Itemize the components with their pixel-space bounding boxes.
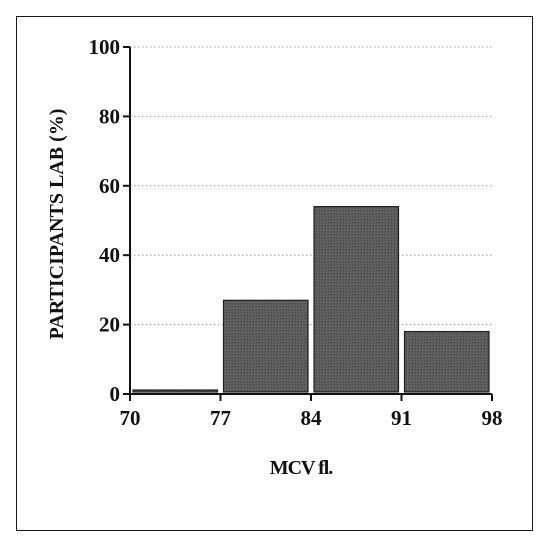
ticks: 0 20 40 60 80 100 70 77 84 91 98 bbox=[89, 35, 503, 430]
bars bbox=[132, 206, 490, 393]
histogram-chart: 0 20 40 60 80 100 70 77 84 91 98 MCV fl. PARTICIPA… bbox=[46, 35, 503, 479]
y-tick-label-100: 100 bbox=[89, 35, 121, 59]
y-tick-label-80: 80 bbox=[99, 104, 120, 128]
bar-77-84 bbox=[222, 299, 309, 393]
x-tick-label-77: 77 bbox=[210, 406, 231, 430]
bar-70-77 bbox=[132, 389, 219, 393]
chart-frame: 0 20 40 60 80 100 70 77 84 91 98 MCV fl. PARTICIPA… bbox=[16, 16, 533, 531]
grid-lines bbox=[130, 46, 492, 326]
x-axis-title: MCV fl. bbox=[270, 457, 334, 479]
x-tick-label-98: 98 bbox=[482, 406, 503, 430]
x-tick-label-91: 91 bbox=[391, 406, 412, 430]
bar-84-91 bbox=[313, 206, 400, 393]
y-tick-label-0: 0 bbox=[110, 382, 121, 406]
x-tick-label-84: 84 bbox=[301, 406, 323, 430]
y-tick-label-40: 40 bbox=[99, 243, 120, 267]
y-tick-label-60: 60 bbox=[99, 174, 120, 198]
x-tick-label-70: 70 bbox=[120, 406, 141, 430]
bar-91-98 bbox=[403, 330, 490, 393]
y-tick-label-20: 20 bbox=[99, 313, 120, 337]
y-axis-title: PARTICIPANTS LAB (%) bbox=[46, 109, 68, 340]
